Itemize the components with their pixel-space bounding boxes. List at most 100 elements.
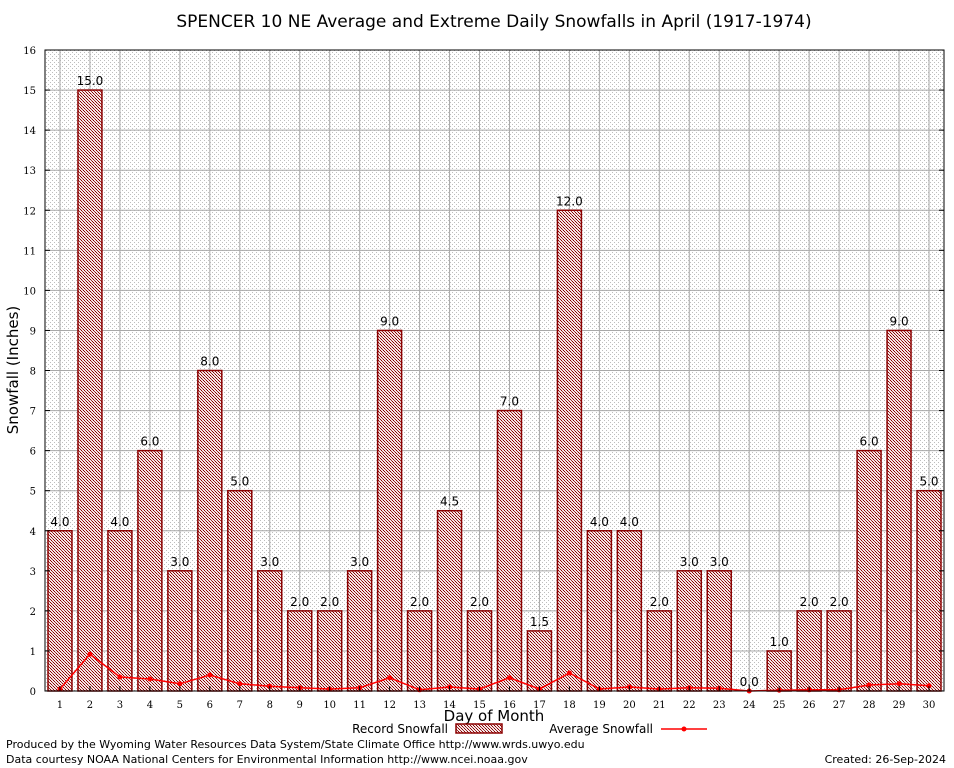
bar-label-day-19: 4.0 [590,515,609,529]
record-bar-day-3 [107,530,133,692]
y-tick-label: 13 [23,166,36,177]
bar-label-day-23: 3.0 [710,555,729,569]
y-tick-label: 11 [23,246,36,257]
footer-created: Created: 26-Sep-2024 [824,753,946,766]
chart-title: SPENCER 10 NE Average and Extreme Daily … [176,12,811,32]
x-tick-label: 23 [713,700,726,711]
record-bar-day-13 [406,610,433,692]
y-tick-label: 1 [30,647,36,658]
y-tick-label: 15 [23,86,36,97]
x-tick-label: 17 [533,700,546,711]
bar-label-day-2: 15.0 [77,74,104,88]
record-bar-day-6 [197,369,223,692]
record-bar-day-22 [676,570,703,692]
average-line-path [59,653,930,692]
x-tick-label: 14 [443,700,456,711]
x-tick-label: 25 [773,700,786,711]
record-bar-day-1 [47,530,73,692]
bar-label-day-5: 3.0 [170,555,189,569]
bar-label-day-18: 12.0 [556,194,583,208]
average-point-day-7 [237,681,243,687]
x-axis-label: Day of Month [444,707,545,725]
legend: Record Snowfall Average Snowfall [352,722,707,736]
y-tick-label: 3 [30,567,36,578]
x-tick-label: 27 [833,700,846,711]
legend-average-marker [681,726,687,732]
bar-label-day-1: 4.0 [50,515,69,529]
x-tick-label: 19 [593,700,606,711]
x-tick-label: 22 [683,700,696,711]
x-tick-label: 20 [623,700,636,711]
x-tick-label: 24 [743,700,756,711]
y-tick-label: 4 [30,527,36,538]
bar-label-day-8: 3.0 [260,555,279,569]
x-tick-label: 7 [237,700,243,711]
x-tick-label: 5 [177,700,183,711]
average-point-day-2 [87,651,93,657]
bar-label-day-15: 2.0 [470,595,489,609]
bar-label-day-24: 0.0 [740,675,759,689]
record-bar-day-7 [227,489,253,692]
bar-value-labels: 4.0 15.0 4.0 6.0 3.0 8.0 5.0 3.0 2.0 2.0 3.0 9.0 2.0… [50,74,938,689]
y-tick-label: 5 [30,487,36,498]
record-bar-day-17 [526,630,553,692]
y-tick-label: 6 [30,447,36,458]
y-tick-label: 8 [30,367,36,378]
bar-label-day-28: 6.0 [860,435,879,449]
average-point-day-6 [207,672,213,678]
average-point-day-3 [117,674,123,680]
y-tick-label: 16 [23,46,36,57]
record-bar-day-10 [316,610,343,692]
x-tick-label: 15 [473,700,486,711]
y-axis-label: Snowfall (Inches) [4,306,22,434]
bar-label-day-4: 6.0 [140,435,159,449]
x-tick-label: 29 [893,700,906,711]
x-tick-label: 26 [803,700,816,711]
average-point-day-18 [566,670,572,676]
record-bar-day-16 [496,409,523,692]
bar-label-day-25: 1.0 [770,635,789,649]
legend-average-label: Average Snowfall [549,722,653,736]
record-bar-day-2 [77,89,103,692]
x-tick-label: 28 [863,700,876,711]
record-bar-day-14 [436,509,463,692]
bar-label-day-27: 2.0 [830,595,849,609]
bar-label-day-12: 9.0 [380,314,399,328]
x-axis-ticks: 1 2 3 4 5 6 7 8 9 10 11 12 13 14 15 16 17 18 19 20 21 22 23 24 2… [57,686,935,711]
y-tick-label: 2 [30,607,36,618]
bar-label-day-21: 2.0 [650,595,669,609]
y-tick-label: 10 [23,286,36,297]
bar-label-day-11: 3.0 [350,555,369,569]
average-point-day-16 [506,675,512,681]
average-point-day-28 [866,682,872,688]
record-bar-day-9 [286,610,313,692]
average-point-day-12 [387,675,393,681]
average-point-day-4 [147,676,153,682]
record-bar-day-8 [257,570,283,692]
legend-record-label: Record Snowfall [352,722,448,736]
x-tick-label: 1 [57,700,63,711]
bar-label-day-30: 5.0 [919,475,938,489]
record-bar-day-20 [616,530,643,692]
record-bar-day-5 [167,570,193,692]
y-tick-label: 12 [23,206,36,217]
record-bar-day-30 [916,489,942,692]
record-bar-day-11 [346,570,373,692]
bar-label-day-7: 5.0 [230,475,249,489]
footer-data-courtesy: Data courtesy NOAA National Centers for … [6,753,528,766]
bar-label-day-22: 3.0 [680,555,699,569]
record-bar-day-15 [466,610,493,692]
record-bar-day-25 [766,650,792,692]
y-tick-label: 14 [23,126,36,137]
legend-record-swatch [455,723,503,734]
x-tick-label: 6 [207,700,213,711]
record-bar-day-21 [646,610,673,692]
bar-label-day-29: 9.0 [890,314,909,328]
bar-label-day-10: 2.0 [320,595,339,609]
bar-label-day-3: 4.0 [110,515,129,529]
average-point-day-5 [177,681,183,687]
bar-label-day-17: 1.5 [530,615,549,629]
average-point-day-30 [926,683,932,689]
